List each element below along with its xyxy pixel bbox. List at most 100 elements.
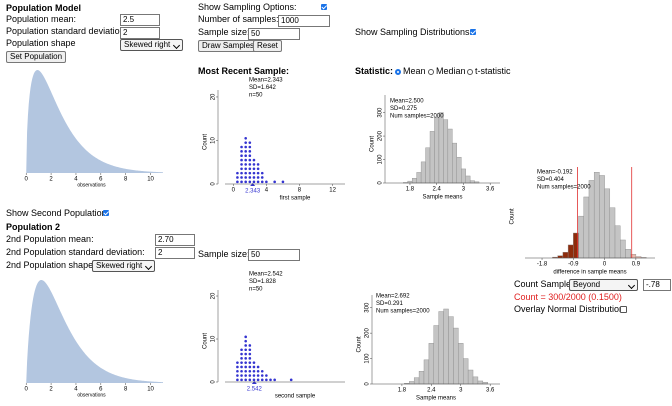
dot bbox=[248, 357, 252, 360]
size-input[interactable]: 50 bbox=[248, 249, 300, 261]
x-tick-label: -1.8 bbox=[537, 262, 548, 268]
bar bbox=[467, 369, 474, 385]
dot bbox=[265, 374, 268, 377]
radio[interactable] bbox=[467, 69, 473, 75]
checkbox[interactable] bbox=[470, 29, 476, 35]
dot bbox=[252, 180, 256, 184]
dot bbox=[240, 150, 243, 153]
stat-line: SD=0.275 bbox=[390, 106, 418, 112]
dot bbox=[244, 344, 247, 347]
radio[interactable] bbox=[428, 69, 434, 75]
dot bbox=[260, 374, 264, 377]
dot bbox=[248, 141, 252, 144]
mean-input[interactable]: 2.70 bbox=[155, 234, 195, 246]
dot bbox=[240, 378, 243, 382]
dot bbox=[248, 145, 252, 149]
mean-label: 2.343 bbox=[245, 189, 261, 195]
label: Sample size: bbox=[198, 249, 250, 259]
checkbox[interactable] bbox=[321, 4, 327, 10]
stat-line: Mean=2.343 bbox=[249, 78, 283, 84]
label: 2nd Population mean: bbox=[6, 234, 94, 244]
dot bbox=[248, 344, 252, 347]
bar bbox=[477, 380, 484, 385]
x-tick-label: 8 bbox=[124, 177, 128, 183]
shape-select[interactable]: Skewed right bbox=[92, 260, 156, 272]
shape-select[interactable]: Skewed right bbox=[120, 39, 184, 51]
dot bbox=[236, 378, 239, 382]
x-tick-label: 8 bbox=[124, 387, 128, 393]
dot bbox=[244, 365, 247, 369]
y-tick-label: 200 bbox=[365, 327, 371, 338]
bar bbox=[447, 128, 453, 184]
label: Population standard deviation: bbox=[6, 26, 128, 36]
dot bbox=[248, 163, 252, 166]
dot bbox=[236, 176, 239, 179]
density-curve bbox=[26, 280, 163, 383]
dot bbox=[248, 365, 252, 369]
dot bbox=[244, 369, 247, 373]
dot bbox=[273, 378, 276, 382]
y-axis-label: Count bbox=[510, 208, 516, 224]
section-title: Population 2 bbox=[6, 222, 60, 232]
dot bbox=[260, 176, 264, 179]
bar bbox=[599, 175, 605, 259]
dot bbox=[260, 369, 264, 373]
section-title: Population Model bbox=[6, 3, 81, 13]
bar bbox=[452, 142, 457, 184]
stat-line: Mean=2.692 bbox=[376, 294, 410, 300]
dot bbox=[252, 374, 256, 377]
bar bbox=[413, 377, 420, 385]
sd-input[interactable]: 2 bbox=[155, 247, 195, 259]
dot bbox=[248, 176, 252, 179]
bar bbox=[438, 311, 444, 385]
x-tick-label: 0 bbox=[25, 177, 29, 183]
dot bbox=[240, 167, 243, 171]
x-axis-label: Sample means bbox=[416, 396, 456, 402]
size-input[interactable]: 50 bbox=[248, 28, 300, 40]
x-tick-label: 4 bbox=[74, 177, 78, 183]
checkbox[interactable] bbox=[103, 210, 109, 216]
dot bbox=[244, 361, 247, 364]
reset-button[interactable]: Reset bbox=[253, 40, 282, 52]
draw-button[interactable]: Draw Samples bbox=[198, 40, 259, 52]
samples-input[interactable]: 1000 bbox=[278, 15, 330, 27]
y-tick-label: 0 bbox=[211, 182, 217, 186]
x-axis-label: difference in sample means bbox=[553, 270, 626, 276]
label: 2nd Population standard deviation: bbox=[6, 247, 145, 257]
x-tick-label: 4 bbox=[265, 188, 269, 194]
dot bbox=[244, 163, 247, 166]
dot bbox=[244, 150, 247, 153]
dot bbox=[256, 378, 260, 382]
x-tick-label: 2.4 bbox=[427, 388, 436, 394]
label: Overlay Normal Distribution: bbox=[514, 304, 627, 314]
y-axis-label: Count bbox=[370, 136, 376, 152]
dot bbox=[248, 180, 252, 184]
bar bbox=[482, 382, 488, 385]
set-population-button[interactable]: Set Population bbox=[6, 51, 67, 63]
bar bbox=[620, 239, 626, 259]
dot bbox=[244, 352, 247, 356]
dot bbox=[260, 378, 264, 382]
x-tick-label: 0 bbox=[232, 188, 236, 194]
dot bbox=[240, 361, 243, 364]
radio[interactable] bbox=[395, 69, 401, 75]
bar bbox=[429, 131, 435, 184]
x-axis-label: Sample means bbox=[422, 195, 462, 201]
bar bbox=[465, 175, 471, 184]
x-tick-label: 8 bbox=[298, 188, 302, 194]
bar bbox=[438, 112, 444, 184]
mean-input[interactable]: 2.5 bbox=[120, 14, 160, 26]
mode-select[interactable]: Beyond bbox=[569, 279, 638, 291]
radio-label: t-statistic bbox=[475, 66, 511, 76]
y-tick-label: 0 bbox=[378, 181, 384, 185]
cutoff-input[interactable]: -.78 bbox=[643, 279, 671, 291]
sd-input[interactable]: 2 bbox=[120, 27, 160, 39]
mean-marker bbox=[251, 381, 257, 384]
checkbox[interactable] bbox=[620, 306, 627, 313]
dot bbox=[240, 145, 243, 149]
x-tick-label: 1.8 bbox=[398, 388, 407, 394]
dot bbox=[256, 180, 260, 184]
dot bbox=[240, 369, 243, 373]
bar bbox=[588, 180, 595, 259]
